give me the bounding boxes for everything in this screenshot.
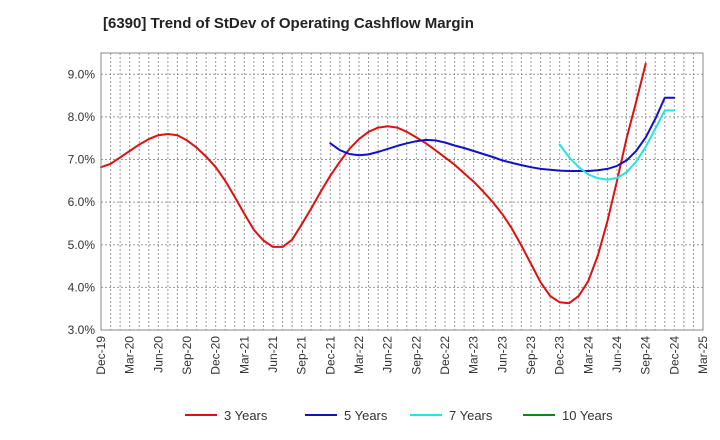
legend: 3 Years 5 Years 7 Years 10 Years xyxy=(185,408,613,423)
y-tick-label: 9.0% xyxy=(68,67,96,81)
x-axis-ticks: Dec-19 Mar-20 Jun-20 Sep-20 Dec-20 Mar-21 Jun-… xyxy=(94,336,710,375)
legend-label: 7 Years xyxy=(449,408,493,423)
x-tick-label: Sep-20 xyxy=(180,336,194,375)
chart-title: [6390] Trend of StDev of Operating Cashf… xyxy=(103,15,474,32)
x-tick-label: Dec-22 xyxy=(438,336,452,375)
legend-label: 10 Years xyxy=(562,408,613,423)
x-tick-label: Mar-21 xyxy=(237,336,251,374)
legend-label: 5 Years xyxy=(344,408,388,423)
series-line-1 xyxy=(100,62,647,305)
grid xyxy=(100,53,704,331)
y-tick-label: 5.0% xyxy=(68,238,96,252)
x-tick-label: Dec-19 xyxy=(94,336,108,375)
x-tick-label: Dec-21 xyxy=(323,336,337,375)
series-line-2 xyxy=(329,96,676,172)
x-tick-label: Mar-20 xyxy=(123,336,137,374)
x-tick-label: Jun-22 xyxy=(381,336,395,373)
x-tick-label: Dec-24 xyxy=(667,336,681,375)
x-tick-label: Jun-20 xyxy=(151,336,165,373)
x-tick-label: Mar-23 xyxy=(467,336,481,374)
y-tick-label: 8.0% xyxy=(68,110,96,124)
series-line-3 xyxy=(558,109,676,181)
x-tick-label: Mar-24 xyxy=(581,336,595,374)
y-tick-label: 6.0% xyxy=(68,195,96,209)
y-tick-label: 7.0% xyxy=(68,153,96,167)
x-tick-label: Mar-25 xyxy=(696,336,710,374)
x-tick-label: Sep-21 xyxy=(295,336,309,375)
x-tick-label: Sep-23 xyxy=(524,336,538,375)
x-tick-label: Dec-23 xyxy=(553,336,567,375)
x-tick-label: Jun-23 xyxy=(495,336,509,373)
y-tick-label: 4.0% xyxy=(68,280,96,294)
series-lines xyxy=(100,62,676,305)
y-axis-ticks: 3.0% 4.0% 5.0% 6.0% 7.0% 8.0% 9.0% xyxy=(68,67,96,337)
x-tick-label: Dec-20 xyxy=(209,336,223,375)
plot-frame xyxy=(100,52,704,331)
x-tick-label: Mar-22 xyxy=(352,336,366,374)
x-tick-label: Jun-21 xyxy=(266,336,280,373)
y-tick-label: 3.0% xyxy=(68,323,96,337)
x-tick-label: Jun-24 xyxy=(610,336,624,373)
x-tick-label: Sep-24 xyxy=(639,336,653,375)
legend-label: 3 Years xyxy=(224,408,268,423)
x-tick-label: Sep-22 xyxy=(409,336,423,375)
